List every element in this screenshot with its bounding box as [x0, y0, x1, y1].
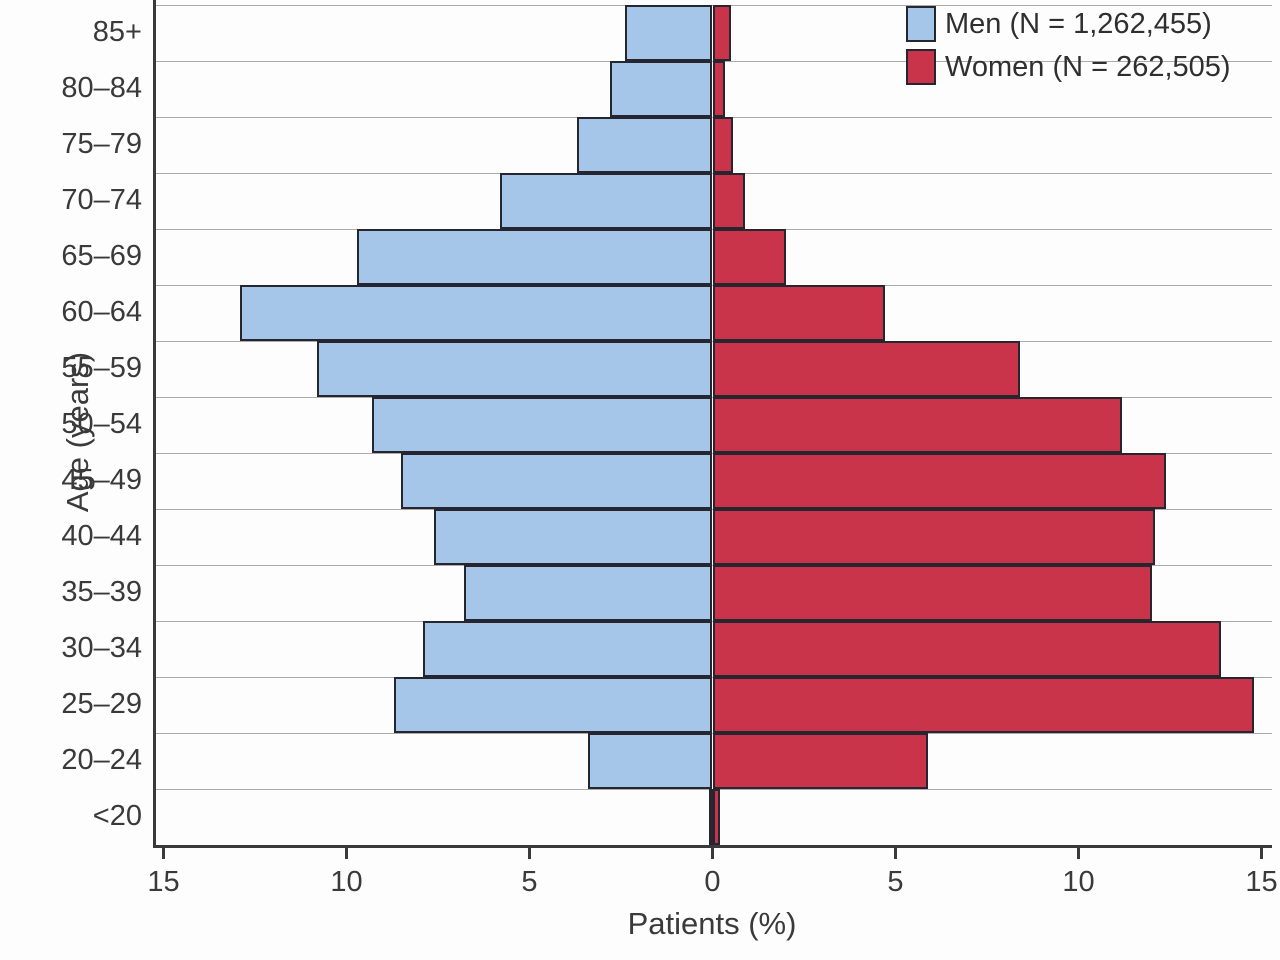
legend-item-women: Women (N = 262,505): [906, 49, 1231, 85]
y-axis-line: [153, 0, 156, 848]
men-bar-<20: [708, 789, 713, 845]
women-bar-70–74: [712, 173, 746, 229]
men-bar-80–84: [610, 61, 713, 117]
x-tick-label: 10: [1062, 866, 1095, 898]
legend-label-men: Men (N = 1,262,455): [945, 7, 1212, 40]
women-color-swatch: [906, 49, 936, 85]
women-bar-<20: [712, 789, 720, 845]
age-label-45–49: 45–49: [61, 464, 142, 496]
x-axis-title: Patients (%): [627, 906, 797, 941]
men-bar-30–34: [423, 621, 713, 677]
women-bar-35–39: [712, 565, 1152, 621]
women-bar-80–84: [712, 61, 726, 117]
men-color-swatch: [906, 6, 936, 42]
age-label-30–34: 30–34: [61, 632, 142, 664]
legend: Men (N = 1,262,455) Women (N = 262,505): [906, 6, 1231, 92]
age-label-65–69: 65–69: [61, 240, 142, 272]
x-tick: [1260, 845, 1263, 859]
x-tick: [162, 845, 165, 859]
men-bar-70–74: [500, 173, 713, 229]
age-label-55–59: 55–59: [61, 352, 142, 384]
men-bar-85+: [624, 5, 713, 61]
x-tick-label: 5: [521, 866, 538, 898]
age-label-85+: 85+: [92, 16, 142, 48]
women-bar-75–79: [712, 117, 733, 173]
women-bar-30–34: [712, 621, 1222, 677]
x-tick-label: 15: [147, 866, 180, 898]
women-bar-65–69: [712, 229, 786, 285]
men-bar-55–59: [317, 341, 713, 397]
age-label-50–54: 50–54: [61, 408, 142, 440]
men-bar-45–49: [401, 453, 713, 509]
men-bar-60–64: [240, 285, 713, 341]
x-tick-label: 5: [887, 866, 904, 898]
men-bar-35–39: [463, 565, 713, 621]
x-tick: [345, 845, 348, 859]
men-bar-25–29: [394, 677, 713, 733]
age-label-<20: <20: [92, 800, 142, 832]
age-label-80–84: 80–84: [61, 72, 142, 104]
age-label-35–39: 35–39: [61, 576, 142, 608]
age-label-70–74: 70–74: [61, 184, 142, 216]
age-label-25–29: 25–29: [61, 688, 142, 720]
x-tick-label: 15: [1245, 866, 1278, 898]
x-tick-label: 0: [704, 866, 721, 898]
men-bar-40–44: [434, 509, 713, 565]
women-bar-85+: [712, 5, 731, 61]
age-label-75–79: 75–79: [61, 128, 142, 160]
women-bar-60–64: [712, 285, 885, 341]
women-bar-20–24: [712, 733, 929, 789]
x-tick: [528, 845, 531, 859]
x-tick: [1077, 845, 1080, 859]
women-bar-25–29: [712, 677, 1255, 733]
age-label-60–64: 60–64: [61, 296, 142, 328]
legend-item-men: Men (N = 1,262,455): [906, 6, 1231, 42]
men-bar-65–69: [357, 229, 713, 285]
men-bar-50–54: [372, 397, 713, 453]
x-tick-label: 10: [330, 866, 363, 898]
age-label-20–24: 20–24: [61, 744, 142, 776]
legend-label-women: Women (N = 262,505): [945, 50, 1231, 83]
women-bar-40–44: [712, 509, 1156, 565]
women-bar-50–54: [712, 397, 1123, 453]
men-bar-75–79: [577, 117, 713, 173]
women-bar-55–59: [712, 341, 1020, 397]
x-tick: [894, 845, 897, 859]
men-bar-20–24: [588, 733, 713, 789]
age-label-40–44: 40–44: [61, 520, 142, 552]
x-tick: [711, 845, 714, 859]
women-bar-45–49: [712, 453, 1167, 509]
